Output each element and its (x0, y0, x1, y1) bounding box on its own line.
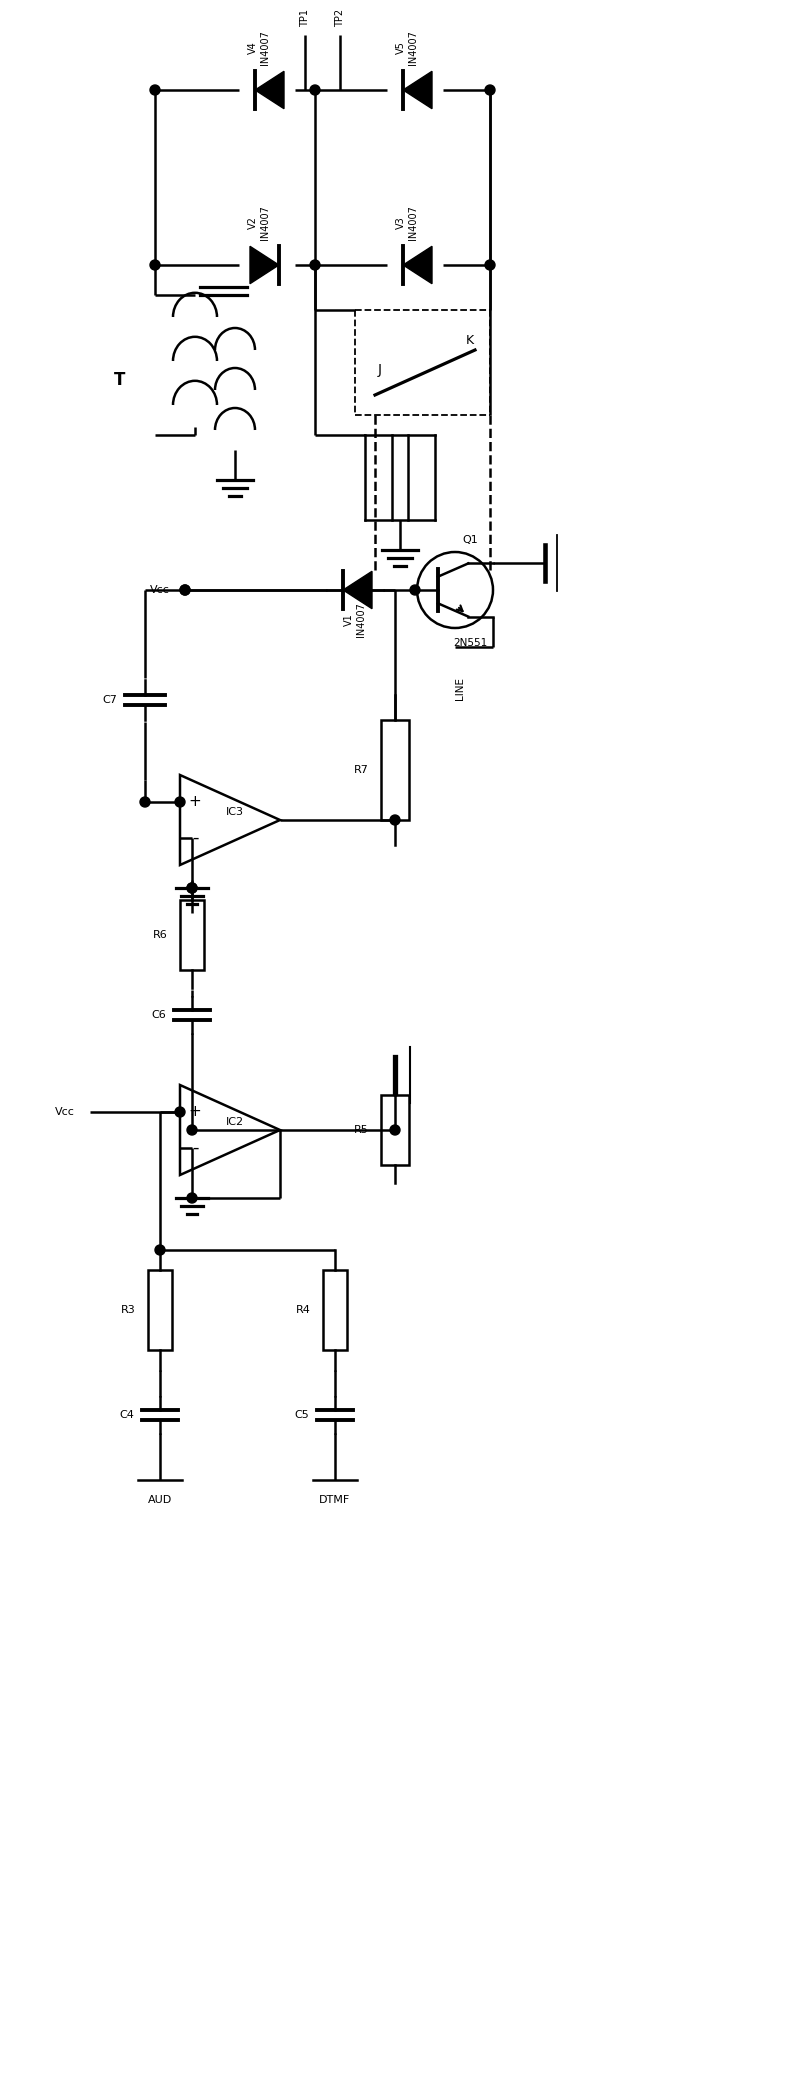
Circle shape (175, 797, 185, 808)
Circle shape (310, 86, 320, 94)
Circle shape (180, 586, 190, 594)
Circle shape (187, 883, 197, 893)
Text: DTMF: DTMF (319, 1496, 350, 1504)
Circle shape (310, 259, 320, 270)
Bar (148, 1270, 172, 1349)
Circle shape (390, 1125, 400, 1136)
Text: Vcc: Vcc (150, 586, 170, 594)
Text: -: - (192, 828, 198, 847)
Circle shape (150, 86, 160, 94)
Text: C4: C4 (119, 1410, 134, 1420)
Text: Vcc: Vcc (55, 1107, 75, 1117)
Text: +: + (189, 1105, 202, 1119)
Text: LINE: LINE (455, 676, 465, 699)
Text: R4: R4 (296, 1305, 311, 1316)
Polygon shape (250, 247, 279, 285)
Text: V1
IN4007: V1 IN4007 (344, 602, 366, 638)
Circle shape (485, 86, 495, 94)
Text: IC2: IC2 (226, 1117, 244, 1128)
Text: 2N551: 2N551 (453, 638, 487, 649)
Text: J: J (378, 364, 382, 377)
Text: T: T (114, 370, 126, 389)
Bar (180, 900, 204, 971)
Text: Q1: Q1 (462, 536, 478, 546)
Text: -: - (192, 1138, 198, 1157)
Text: C5: C5 (294, 1410, 309, 1420)
Bar (381, 720, 409, 820)
Text: AUD: AUD (148, 1496, 172, 1504)
Text: V5
IN4007: V5 IN4007 (396, 29, 418, 65)
Circle shape (410, 586, 420, 594)
Text: R5: R5 (354, 1125, 369, 1136)
Bar (381, 1094, 409, 1165)
Text: V2
IN4007: V2 IN4007 (248, 205, 270, 241)
Circle shape (155, 1245, 165, 1255)
Text: C7: C7 (102, 695, 117, 705)
Circle shape (485, 259, 495, 270)
Text: K: K (466, 333, 474, 347)
Circle shape (150, 259, 160, 270)
Circle shape (187, 1125, 197, 1136)
Text: +: + (189, 795, 202, 810)
Text: IC3: IC3 (226, 808, 244, 818)
Circle shape (390, 816, 400, 824)
Text: V3
IN4007: V3 IN4007 (396, 205, 418, 241)
Circle shape (140, 797, 150, 808)
Polygon shape (343, 571, 372, 609)
Polygon shape (255, 71, 284, 109)
Bar (323, 1270, 347, 1349)
Text: R3: R3 (122, 1305, 136, 1316)
Circle shape (187, 883, 197, 893)
Text: C6: C6 (151, 1010, 166, 1021)
Circle shape (175, 1107, 185, 1117)
Text: R6: R6 (154, 931, 168, 939)
Text: TP2: TP2 (335, 8, 345, 27)
Polygon shape (403, 71, 432, 109)
Text: TP1: TP1 (300, 8, 310, 27)
Polygon shape (403, 247, 432, 285)
Text: R7: R7 (354, 766, 369, 774)
Circle shape (187, 1192, 197, 1203)
Circle shape (180, 586, 190, 594)
Text: V4
IN4007: V4 IN4007 (248, 29, 270, 65)
